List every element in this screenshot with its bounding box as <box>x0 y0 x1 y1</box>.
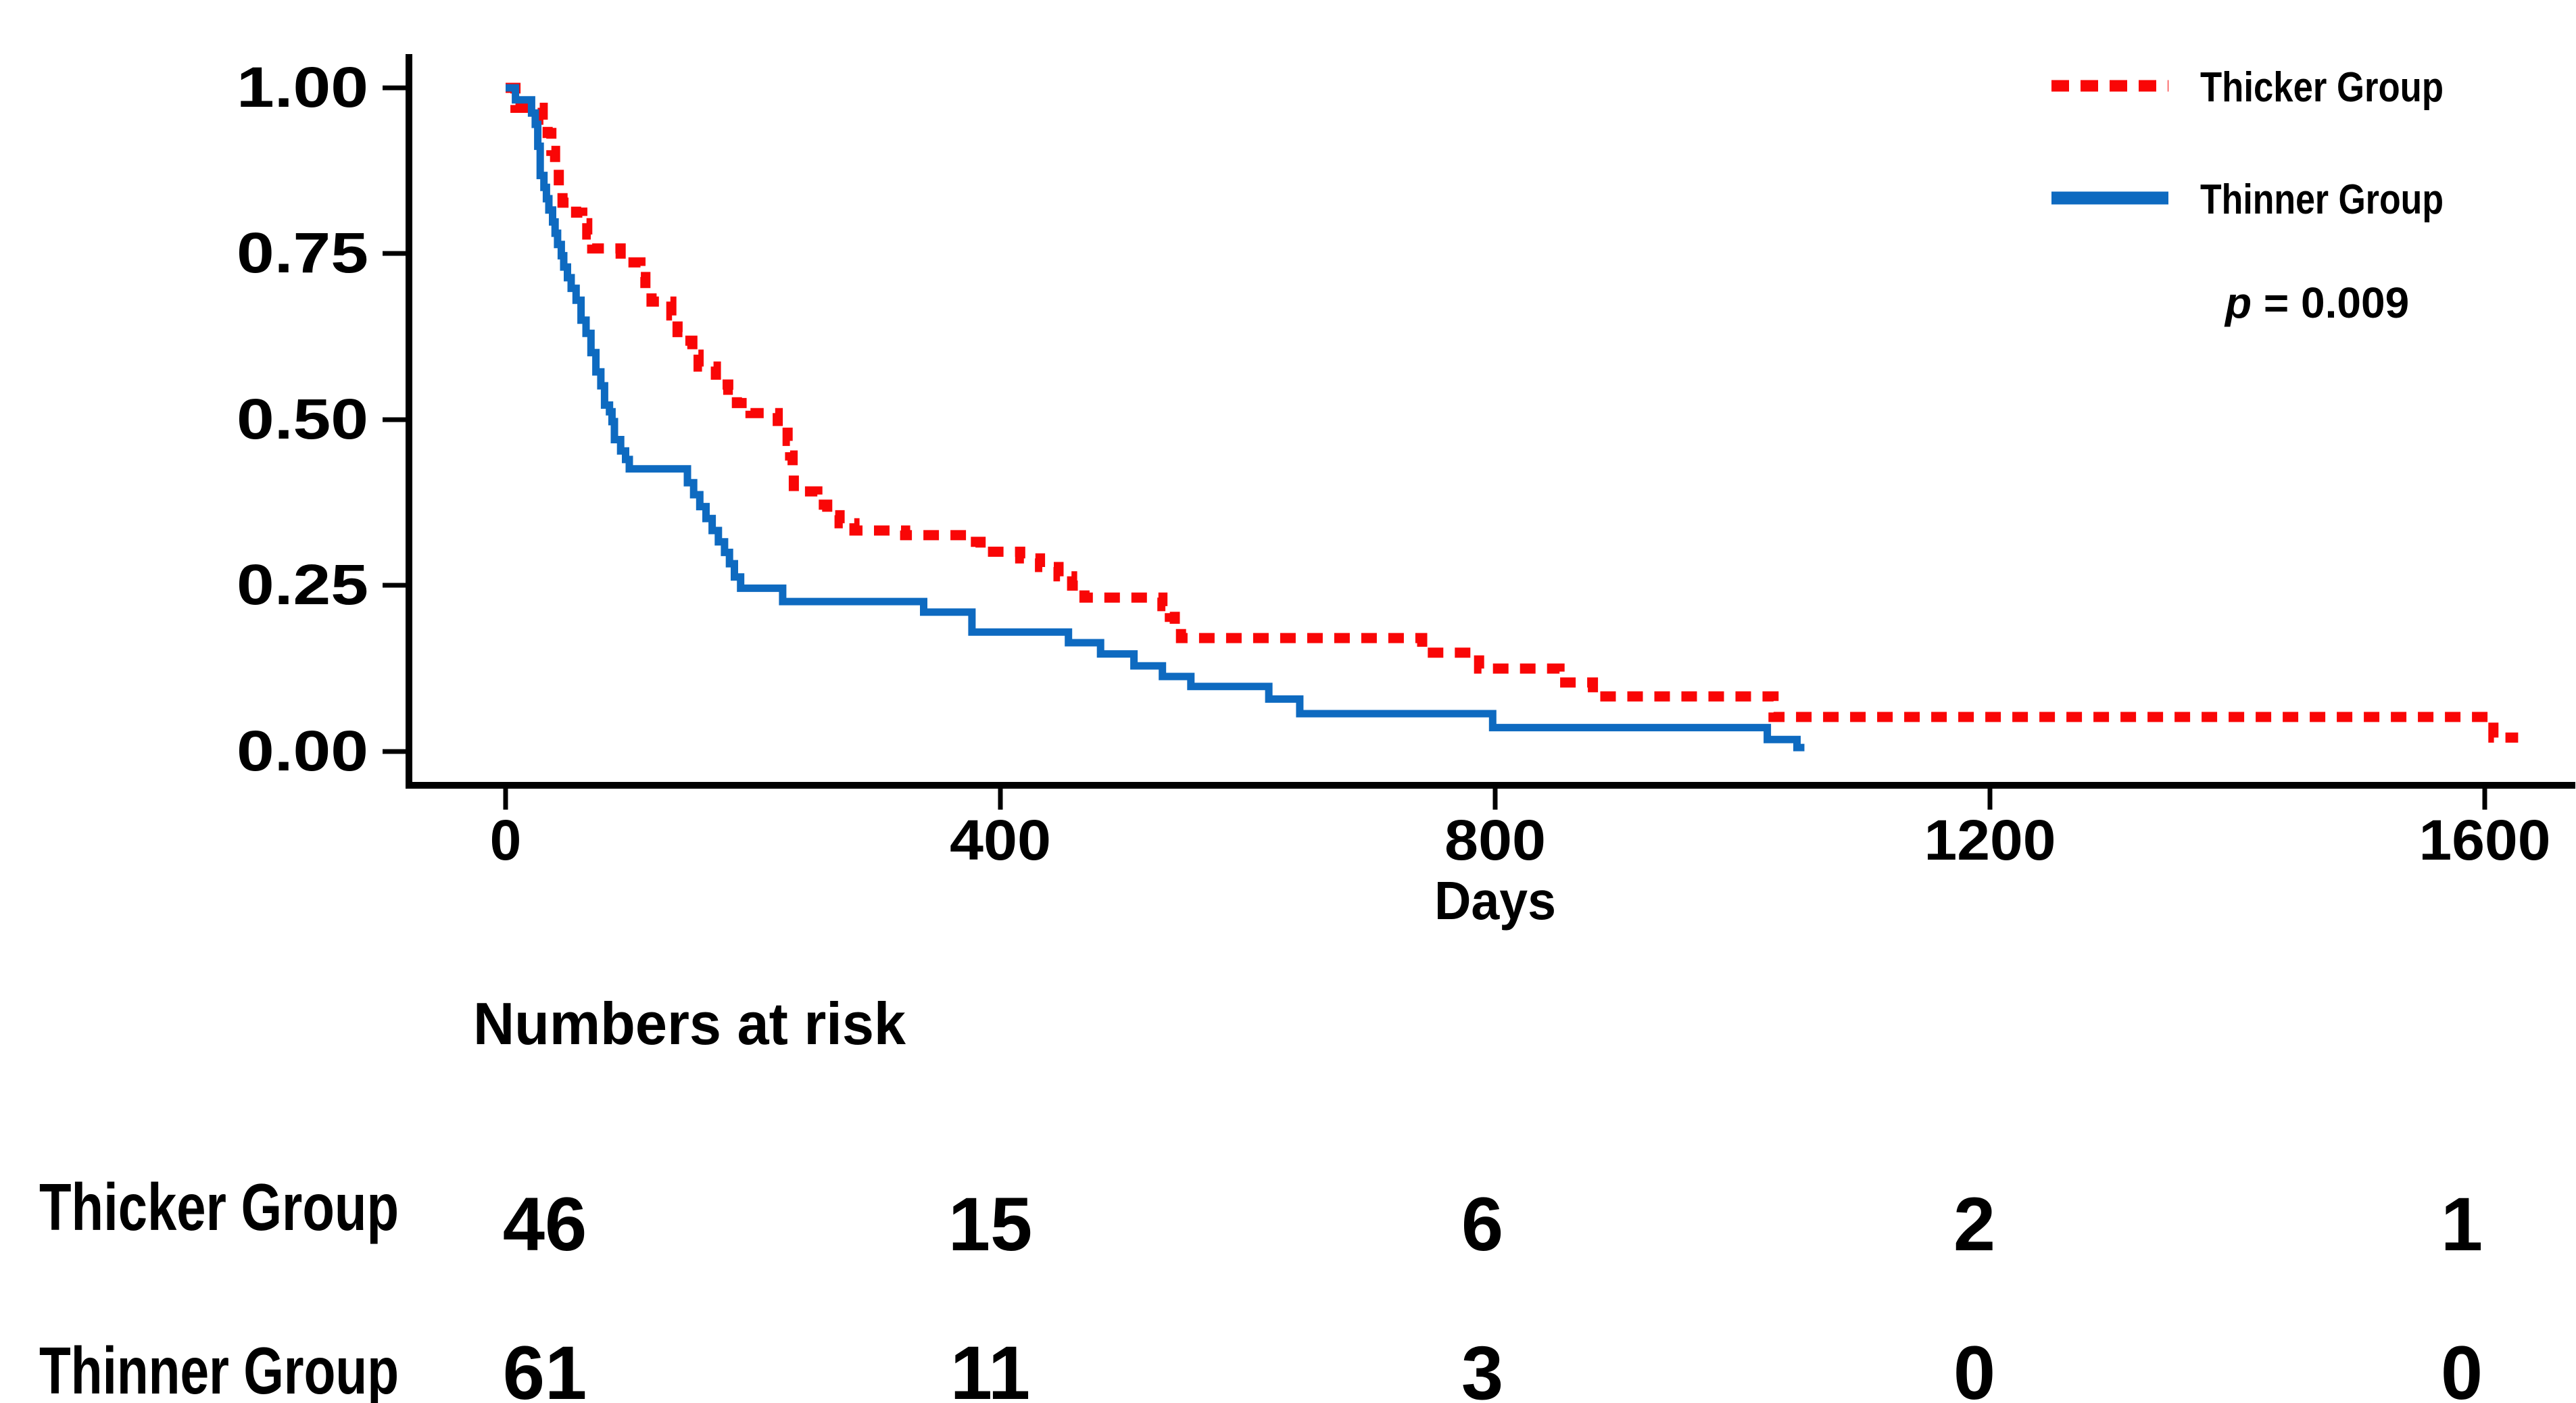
risk-value: 1 <box>2441 1182 2483 1266</box>
x-axis-tick-labels: 0 400 800 1200 1600 <box>490 808 2551 872</box>
y-tick-label: 1.00 <box>237 55 368 119</box>
thinner-group-curve <box>506 84 1805 752</box>
risk-value: 11 <box>950 1331 1030 1403</box>
risk-value: 0 <box>2441 1331 2483 1403</box>
x-tick-label: 1600 <box>2419 808 2551 872</box>
y-axis-tick-labels: 1.00 0.75 0.50 0.25 0.00 <box>237 55 368 783</box>
risk-row-thicker: Thicker Group 46 15 6 2 1 <box>39 1170 2483 1266</box>
chart-legend: Thicker Group Thinner Group p = 0.009 <box>2051 64 2444 327</box>
risk-row-label-thicker: Thicker Group <box>39 1170 399 1244</box>
y-axis-ticks <box>383 85 409 754</box>
x-tick-label: 400 <box>950 808 1051 872</box>
risk-value: 2 <box>1953 1182 1995 1266</box>
x-axis-ticks <box>503 785 2487 810</box>
y-tick-label: 0.25 <box>237 553 368 616</box>
y-tick-label: 0.75 <box>237 221 368 285</box>
risk-row-thinner: Thinner Group 61 11 3 0 0 <box>39 1331 2483 1403</box>
risk-value: 46 <box>503 1182 587 1266</box>
risk-row-label-thinner: Thinner Group <box>39 1333 399 1403</box>
risk-value: 61 <box>503 1331 587 1403</box>
risk-table-title: Numbers at risk <box>473 990 906 1057</box>
thicker-group-curve <box>506 82 2519 743</box>
risk-value: 3 <box>1461 1331 1503 1403</box>
risk-value: 6 <box>1461 1182 1503 1266</box>
risk-value: 0 <box>1953 1331 1995 1403</box>
x-tick-label: 800 <box>1444 808 1546 872</box>
y-tick-label: 0.00 <box>237 719 368 783</box>
x-axis-title: Days <box>1434 870 1556 931</box>
x-tick-label: 1200 <box>1924 808 2056 872</box>
thinner-group-legend-label: Thinner Group <box>2200 176 2444 223</box>
y-tick-label: 0.50 <box>237 387 368 451</box>
risk-value: 15 <box>948 1182 1033 1266</box>
p-value-label: p = 0.009 <box>2224 278 2409 327</box>
x-tick-label: 0 <box>490 808 522 872</box>
thicker-group-legend-label: Thicker Group <box>2200 64 2444 111</box>
